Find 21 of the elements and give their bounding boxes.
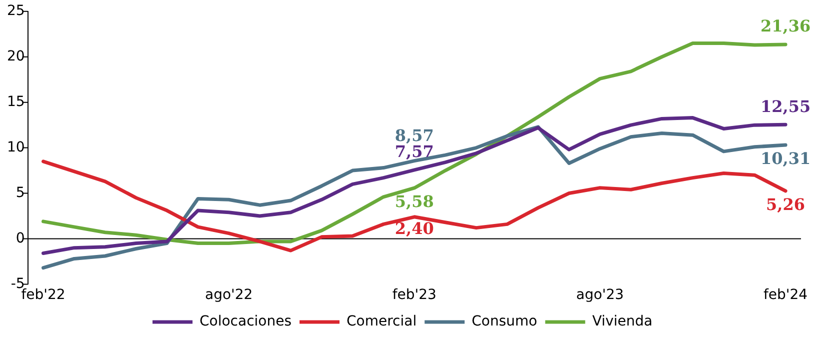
x-tick-label: feb'22 [21,287,66,304]
data-label: 21,36 [760,16,811,36]
data-label: 5,26 [766,195,806,214]
x-tick-label: feb'24 [763,287,808,304]
y-tick-label: 5 [16,184,25,201]
y-tick-label: 0 [16,230,25,246]
x-tick-label: ago'23 [576,287,624,304]
y-tick-label: 15 [6,94,25,110]
x-tick-label: ago'22 [204,287,253,304]
x-tick-label: feb'23 [392,287,436,304]
legend-label: Colocaciones [200,314,292,330]
y-tick-label: 10 [6,139,25,156]
legend-label: Comercial [346,314,417,330]
legend-label: Consumo [472,314,538,330]
data-label: 12,55 [760,96,811,116]
data-label: 10,31 [760,149,811,168]
legend-label: Vivienda [592,314,652,330]
data-label: 5,58 [394,192,434,212]
y-tick-label: 25 [6,3,25,20]
data-label: 2,40 [394,218,434,238]
y-tick-label: 20 [6,48,25,65]
